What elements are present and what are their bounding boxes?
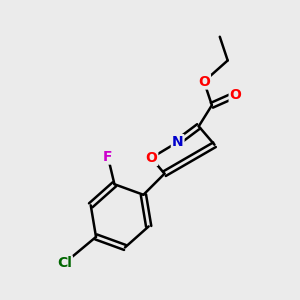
Text: N: N (172, 135, 184, 149)
Text: O: O (198, 74, 210, 88)
Text: O: O (146, 151, 157, 165)
Text: F: F (103, 150, 112, 164)
Text: Cl: Cl (57, 256, 72, 270)
Text: O: O (230, 88, 242, 102)
